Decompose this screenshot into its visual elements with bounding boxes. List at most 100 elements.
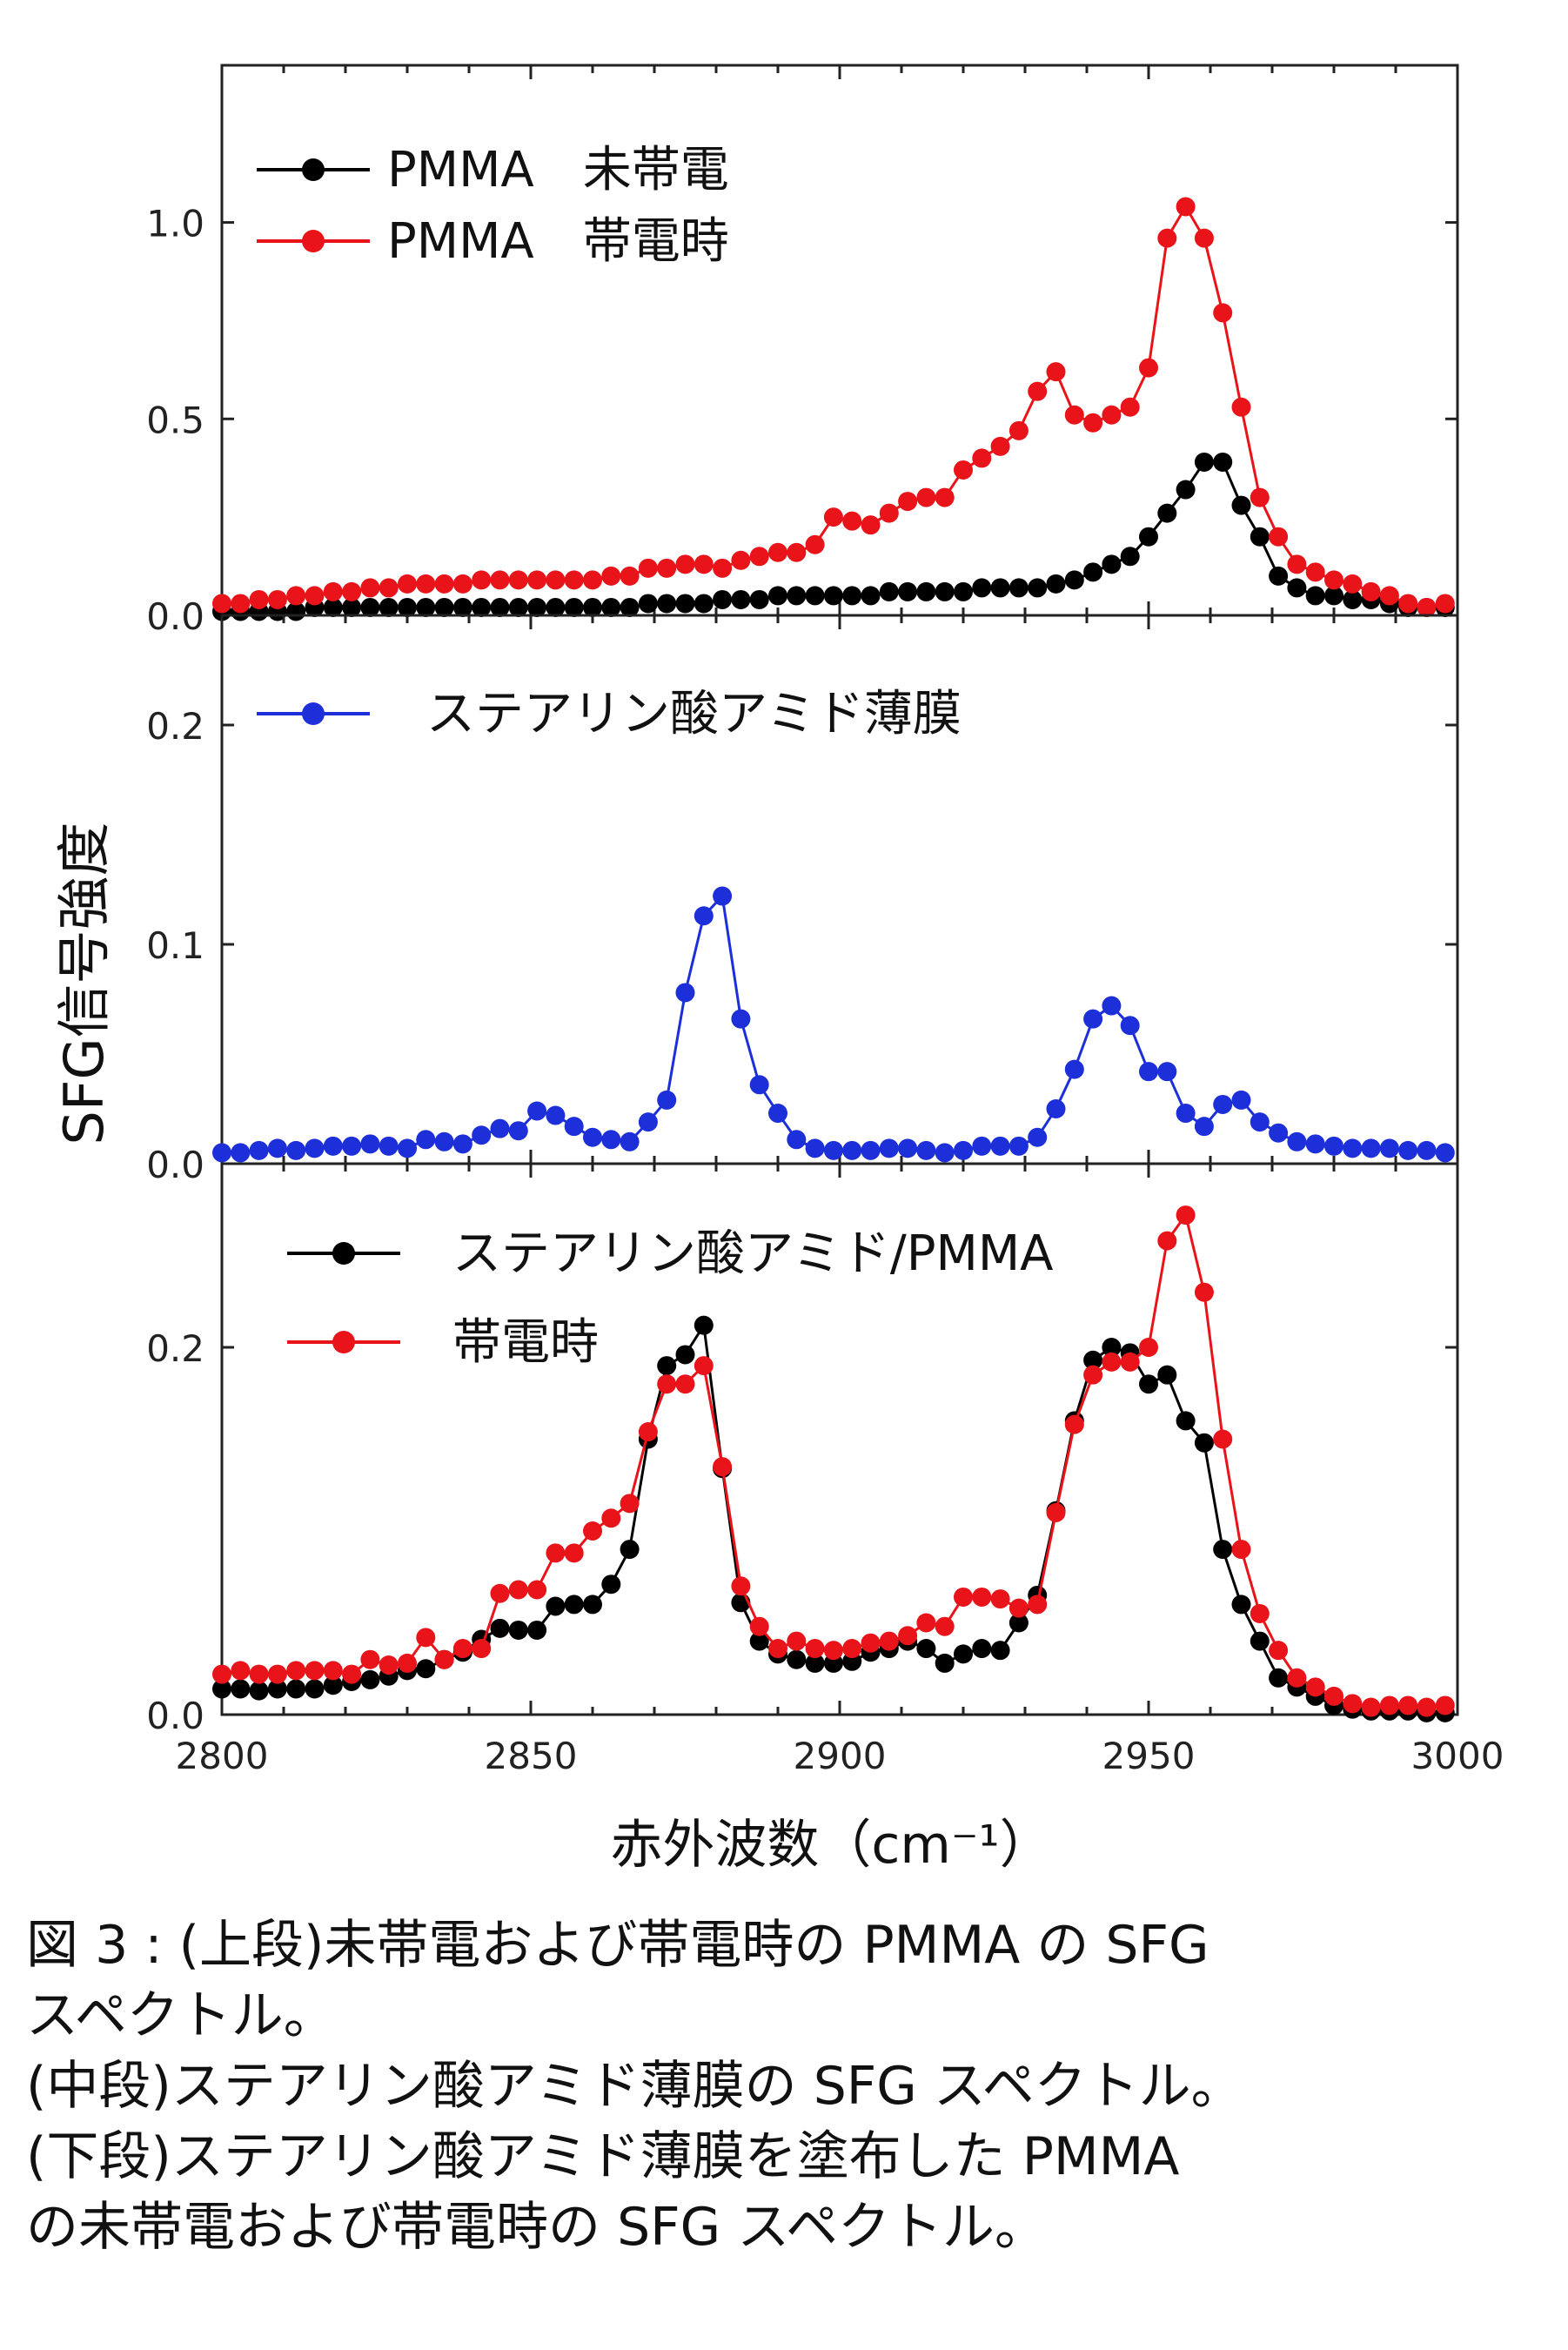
data-point	[1008, 420, 1029, 440]
data-point	[1194, 1117, 1214, 1137]
data-point	[1008, 1613, 1029, 1633]
data-point	[805, 586, 825, 606]
data-point	[472, 570, 492, 590]
data-point	[1102, 1338, 1122, 1357]
data-point	[231, 1143, 251, 1163]
data-point	[1139, 1374, 1158, 1394]
data-point	[1120, 1016, 1140, 1036]
y-tick-label: 0.0	[146, 1695, 204, 1737]
data-point	[1213, 1540, 1233, 1560]
data-point	[1417, 1140, 1437, 1160]
data-point	[990, 1641, 1010, 1661]
data-point	[1343, 589, 1363, 609]
data-point	[1305, 586, 1325, 606]
y-tick-label: 0.0	[146, 1144, 204, 1186]
data-point	[787, 542, 807, 562]
data-point	[1231, 1540, 1251, 1560]
data-point	[879, 503, 899, 523]
data-point	[713, 558, 733, 578]
data-point	[1361, 1697, 1381, 1717]
data-point	[675, 983, 695, 1003]
x-tick-label: 2850	[485, 1735, 578, 1777]
data-point	[1213, 452, 1233, 472]
data-point	[1287, 1668, 1307, 1688]
data-point	[564, 1543, 584, 1563]
data-point	[434, 1649, 454, 1669]
data-point	[1305, 1677, 1325, 1697]
data-point	[990, 436, 1010, 456]
data-point	[546, 1105, 566, 1125]
data-point	[749, 1631, 769, 1651]
legend-marker	[302, 702, 325, 725]
data-point	[434, 597, 454, 617]
data-point	[805, 1138, 825, 1158]
data-point	[490, 1118, 510, 1138]
data-point	[527, 570, 547, 590]
data-point	[508, 1620, 528, 1640]
data-point	[620, 597, 640, 617]
data-point	[1213, 1429, 1233, 1449]
data-point	[787, 1130, 807, 1150]
data-point	[1269, 527, 1289, 547]
data-point	[360, 1669, 380, 1689]
data-point	[638, 558, 658, 578]
data-point	[212, 1143, 231, 1163]
data-point	[1343, 574, 1363, 594]
legend-label: PMMA 未帯電	[387, 142, 729, 198]
data-point	[601, 566, 621, 586]
data-point	[1231, 1090, 1251, 1110]
legend-entry: PMMA 帯電時	[257, 213, 729, 270]
data-point	[1269, 1668, 1289, 1688]
data-point	[620, 566, 640, 586]
y-axis-label: SFG信号強度	[52, 822, 116, 1145]
data-point	[1250, 1112, 1270, 1132]
data-point	[768, 1639, 787, 1659]
data-point	[972, 1136, 992, 1156]
legend-marker	[302, 230, 325, 252]
data-point	[787, 586, 807, 606]
data-point	[898, 1138, 918, 1158]
data-point	[1398, 594, 1418, 614]
data-point	[935, 1616, 955, 1636]
data-point	[490, 570, 510, 590]
data-point	[1176, 480, 1196, 500]
data-point	[954, 1644, 973, 1664]
data-point	[972, 578, 992, 598]
data-point	[434, 574, 454, 594]
data-point	[601, 597, 621, 617]
legend-marker	[332, 1331, 355, 1353]
data-point	[416, 1628, 436, 1648]
data-point	[546, 1596, 566, 1616]
data-point	[749, 1075, 769, 1095]
data-point	[527, 1101, 547, 1121]
data-point	[1083, 1365, 1103, 1385]
legend-entry: ステアリン酸アミド薄膜	[257, 686, 962, 742]
data-point	[1305, 1134, 1325, 1154]
y-tick-label: 0.0	[146, 595, 204, 638]
data-point	[657, 1356, 677, 1376]
data-point	[713, 1457, 733, 1477]
data-point	[1028, 1595, 1048, 1615]
data-point	[694, 1356, 714, 1376]
data-point	[583, 1127, 602, 1147]
data-point	[990, 578, 1010, 598]
data-point	[805, 534, 825, 554]
data-point	[713, 589, 733, 609]
data-point	[1250, 1603, 1270, 1623]
data-point	[657, 1374, 677, 1394]
data-point	[212, 594, 231, 614]
data-point	[323, 1661, 343, 1681]
data-point	[1398, 1140, 1418, 1160]
data-point	[916, 581, 936, 601]
data-point	[749, 1616, 769, 1636]
series-middle-0	[212, 886, 1455, 1163]
data-point	[323, 1675, 343, 1695]
data-point	[954, 1140, 973, 1160]
data-point	[564, 570, 584, 590]
data-point	[861, 515, 881, 535]
panel-top: 0.0 0.5 1.0 PMMA 未帯電 PMMA 帯電時	[146, 64, 1459, 638]
data-point	[787, 1631, 807, 1651]
data-point	[416, 574, 436, 594]
data-point	[620, 1494, 640, 1514]
data-point	[508, 1580, 528, 1600]
